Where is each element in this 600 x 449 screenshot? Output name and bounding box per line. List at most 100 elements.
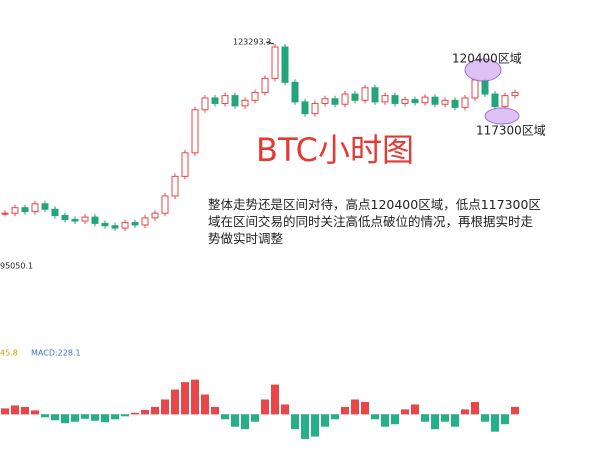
candle xyxy=(151,212,159,219)
candle xyxy=(111,225,119,229)
zone-low-label: 117300区域 xyxy=(476,124,546,138)
macd-bar xyxy=(391,414,399,425)
macd-bar xyxy=(471,401,479,415)
zone-high-label: 120400区域 xyxy=(452,52,522,66)
macd-bar xyxy=(441,414,449,422)
candle xyxy=(231,95,239,107)
macd-bar xyxy=(311,414,319,437)
macd-bar xyxy=(81,414,89,419)
candle xyxy=(331,98,339,105)
candle xyxy=(191,109,199,154)
candle xyxy=(131,222,139,226)
candle xyxy=(21,207,29,213)
candle xyxy=(491,93,499,108)
candle xyxy=(161,195,169,214)
macd-bar xyxy=(401,409,409,415)
macd-bar xyxy=(241,414,249,430)
zone-high-ellipse xyxy=(464,58,502,82)
macd-bar xyxy=(411,404,419,415)
macd-bar xyxy=(51,414,59,421)
candle xyxy=(51,208,59,217)
candle xyxy=(71,218,79,222)
candle xyxy=(381,95,389,103)
macd-bar xyxy=(381,414,389,427)
macd-bar xyxy=(71,414,79,422)
candle xyxy=(501,95,509,108)
candle xyxy=(271,46,279,79)
candle xyxy=(411,99,419,104)
candle xyxy=(81,216,89,222)
low-label: 95050.1 xyxy=(0,262,33,271)
macd-bar xyxy=(141,409,149,415)
candle xyxy=(61,215,69,220)
macd-bar xyxy=(221,414,229,420)
candle xyxy=(301,101,309,115)
dif-label: 45.8 xyxy=(0,349,18,358)
candle xyxy=(91,216,99,224)
macd-bar xyxy=(231,414,239,427)
high-arrow xyxy=(265,41,275,45)
candle xyxy=(251,91,259,101)
macd-bar xyxy=(171,389,179,415)
macd-bar xyxy=(321,414,329,427)
macd-label: MACD:228.1 xyxy=(31,349,81,358)
candle xyxy=(221,95,229,104)
candle xyxy=(201,97,209,111)
candle xyxy=(291,81,299,103)
candle xyxy=(471,79,479,99)
candle xyxy=(431,96,439,105)
candle xyxy=(181,152,189,177)
macd-bar xyxy=(421,414,429,422)
macd-bar xyxy=(261,399,269,415)
macd-bar xyxy=(101,414,109,423)
macd-bar xyxy=(151,406,159,415)
macd-bar xyxy=(301,414,309,440)
macd-bar xyxy=(1,408,9,415)
macd-bar xyxy=(341,406,349,415)
candle xyxy=(371,87,379,103)
candle xyxy=(101,222,109,227)
macd-bar xyxy=(181,382,189,415)
macd-bar xyxy=(431,414,439,430)
commentary: 整体走势还是区间对待，高点120400区域，低点117300区域在区间交易的同时… xyxy=(208,197,541,246)
macd-bar xyxy=(131,412,139,415)
macd-bar xyxy=(121,414,129,417)
candle xyxy=(121,222,129,229)
macd-bar xyxy=(21,406,29,415)
macd-bar xyxy=(11,405,19,415)
candle xyxy=(441,99,449,105)
candle xyxy=(141,217,149,226)
candle xyxy=(481,79,489,95)
candle xyxy=(511,91,519,97)
candle xyxy=(461,97,469,108)
macd-bar xyxy=(451,414,459,427)
macd-bar xyxy=(111,414,119,420)
candle xyxy=(311,102,319,115)
candle xyxy=(241,99,249,107)
candle xyxy=(261,77,269,93)
candle xyxy=(391,95,399,104)
chart-title: BTC小时图 xyxy=(256,131,414,169)
candle xyxy=(31,203,39,213)
candle xyxy=(351,93,359,101)
macd-bar xyxy=(281,404,289,415)
macd-bar xyxy=(251,414,259,422)
candle xyxy=(211,97,219,104)
macd-bar xyxy=(271,384,279,415)
macd-bar xyxy=(331,414,339,420)
macd-bar xyxy=(161,399,169,415)
macd-bar xyxy=(481,414,489,422)
candle xyxy=(341,93,349,105)
high-label: 123293.3 xyxy=(233,38,271,47)
candle xyxy=(171,175,179,197)
macd-bar xyxy=(371,414,379,420)
macd-bar xyxy=(191,379,199,415)
candle xyxy=(451,99,459,108)
macd-bar xyxy=(461,409,469,415)
macd-bar xyxy=(511,406,519,415)
candle xyxy=(401,99,409,104)
candle xyxy=(11,207,19,214)
candle xyxy=(421,96,429,104)
